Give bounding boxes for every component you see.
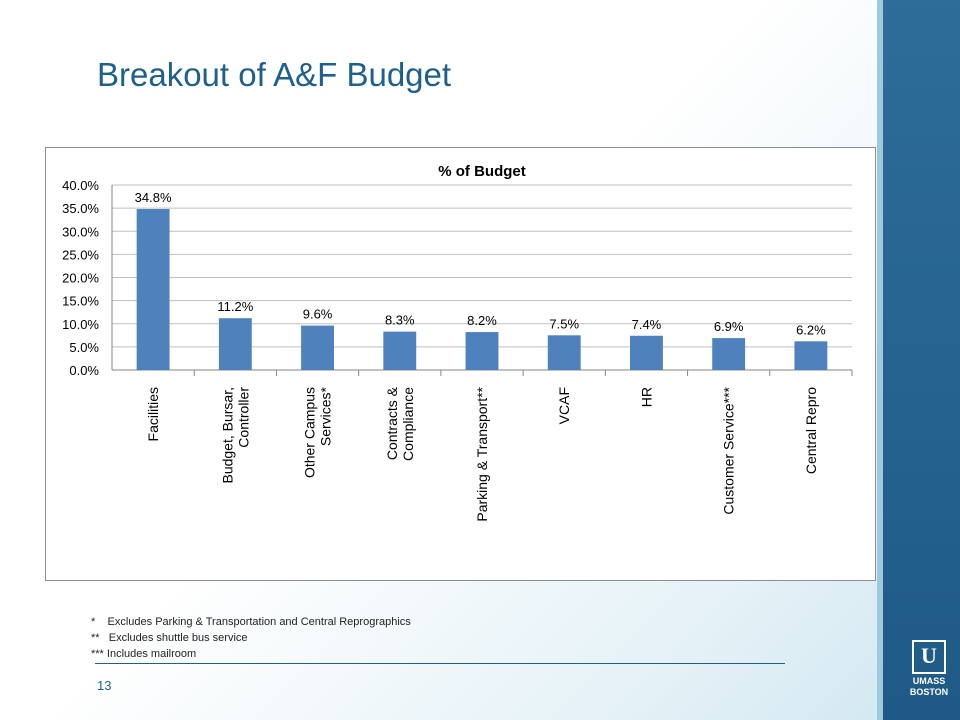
bar — [218, 318, 252, 370]
y-tick-label: 30.0% — [62, 224, 99, 239]
chart-frame: % of Budget 0.0% 5.0% 10.0% 15.0% 20.0% 25.0% 3… — [45, 147, 876, 581]
data-label: 7.5% — [549, 316, 579, 331]
data-label: 9.6% — [303, 307, 333, 322]
bar — [383, 331, 417, 370]
data-label: 6.2% — [796, 322, 826, 337]
y-tick-label: 5.0% — [69, 340, 99, 355]
category-label-line: Facilities — [145, 387, 161, 441]
y-tick-label: 0.0% — [69, 363, 99, 378]
category-label-line: HR — [638, 387, 654, 407]
category-label-line: Central Repro — [803, 387, 819, 474]
bar — [301, 325, 334, 370]
bar — [794, 341, 828, 370]
budget-bar-chart: % of Budget 0.0% 5.0% 10.0% 15.0% 20.0% 25.0% 3… — [62, 163, 853, 522]
category-label-line: Other Campus — [302, 387, 318, 478]
chart-title: % of Budget — [438, 163, 526, 180]
category-label: Other CampusServices* — [302, 386, 334, 478]
footnote-3: *** Includes mailroom — [91, 648, 197, 660]
footer-divider — [95, 663, 785, 664]
category-label: HR — [638, 387, 654, 407]
footnotes: * Excludes Parking & Transportation and … — [91, 614, 411, 662]
data-label: 11.2% — [217, 299, 253, 314]
category-label: VCAF — [556, 387, 572, 424]
y-tick-label: 40.0% — [62, 178, 99, 193]
category-label: Central Repro — [803, 387, 819, 474]
band-stripe — [877, 0, 883, 720]
category-label-line: Parking & Transport** — [474, 386, 490, 521]
category-label-line: Compliance — [400, 387, 416, 461]
y-tick-label: 10.0% — [62, 317, 99, 332]
right-brand-band — [877, 0, 960, 720]
bar — [465, 332, 499, 370]
category-label: Parking & Transport** — [474, 386, 490, 521]
category-label-line: Controller — [235, 387, 251, 448]
y-tick-label: 35.0% — [62, 201, 99, 216]
category-label: Customer Service*** — [721, 386, 737, 514]
bar — [547, 335, 581, 370]
bar — [136, 209, 170, 370]
logo-mark: U — [912, 640, 946, 674]
category-label-line: Contracts & — [384, 386, 400, 460]
page-number: 13 — [97, 678, 112, 693]
y-tick-label: 20.0% — [62, 271, 99, 286]
footnote-1: * Excludes Parking & Transportation and … — [91, 616, 411, 628]
y-tick-label: 25.0% — [62, 247, 99, 262]
category-label: Budget, Bursar,Controller — [219, 387, 251, 484]
logo-line-2: BOSTON — [909, 687, 949, 697]
bar — [630, 335, 663, 370]
category-label-line: Budget, Bursar, — [219, 387, 235, 484]
data-label: 8.2% — [467, 313, 497, 328]
bar — [712, 338, 746, 370]
y-tick-label: 15.0% — [62, 294, 99, 309]
data-label: 34.8% — [135, 190, 172, 205]
slide-title: Breakout of A&F Budget — [97, 56, 452, 93]
category-label-line: Services* — [318, 386, 334, 446]
umass-boston-logo-icon: U UMASS BOSTON — [905, 640, 953, 708]
footnote-2: ** Excludes shuttle bus service — [91, 632, 248, 644]
category-label-line: Customer Service*** — [721, 386, 737, 514]
logo-line-1: UMASS — [912, 676, 946, 686]
category-label: Contracts &Compliance — [384, 386, 416, 461]
data-label: 8.3% — [385, 313, 415, 328]
category-label-line: VCAF — [556, 387, 572, 424]
data-label: 6.9% — [714, 319, 744, 334]
data-label: 7.4% — [632, 317, 662, 332]
category-label: Facilities — [145, 387, 161, 441]
